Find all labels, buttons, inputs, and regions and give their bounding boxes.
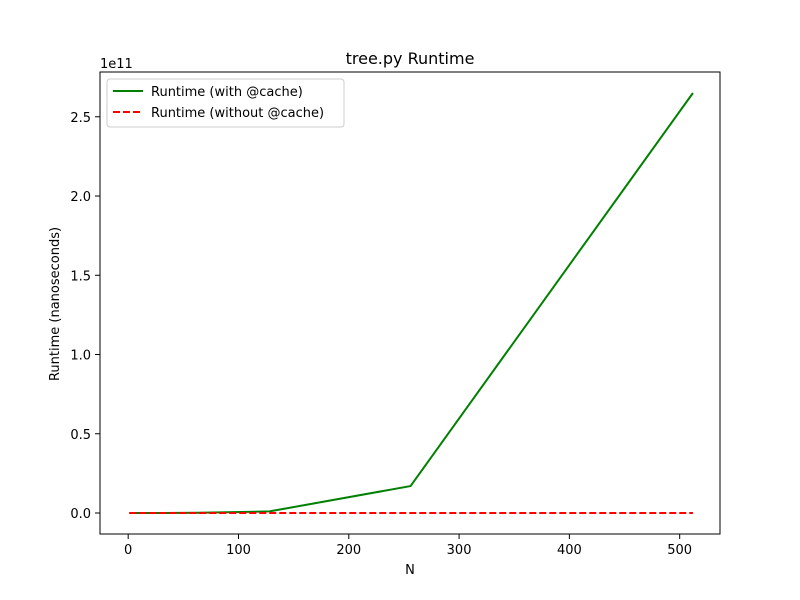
x-tick-label: 100 [226, 543, 251, 558]
y-tick-label: 1.0 [70, 349, 91, 364]
x-tick-label: 200 [336, 543, 361, 558]
axes-frame [99, 71, 721, 535]
x-axis-label: N [405, 563, 415, 578]
y-tick-label: 2.5 [70, 111, 91, 126]
x-tick-label: 500 [667, 543, 692, 558]
chart-title: tree.py Runtime [346, 49, 475, 68]
legend-box [106, 78, 345, 128]
x-tick-label: 0 [124, 543, 132, 558]
y-tick-label: 2.0 [70, 190, 91, 205]
plot-area: 0 100 200 300 400 500 0.0 0.5 1.0 1.5 2.0 2.5 [70, 71, 721, 558]
y-axis-label: Runtime (nanoseconds) [48, 227, 63, 381]
y-tick-label: 0.0 [70, 507, 91, 522]
y-tick-label: 1.5 [70, 269, 91, 284]
y-tick-label: 0.5 [70, 428, 91, 443]
x-tick-label: 300 [447, 543, 472, 558]
y-axis-offset-label: 1e11 [100, 57, 133, 72]
x-tick-label: 400 [557, 543, 582, 558]
legend-label-with-cache: Runtime (with @cache) [151, 85, 303, 100]
legend: Runtime (with @cache) Runtime (without @… [106, 78, 345, 128]
legend-label-without-cache: Runtime (without @cache) [151, 106, 324, 121]
